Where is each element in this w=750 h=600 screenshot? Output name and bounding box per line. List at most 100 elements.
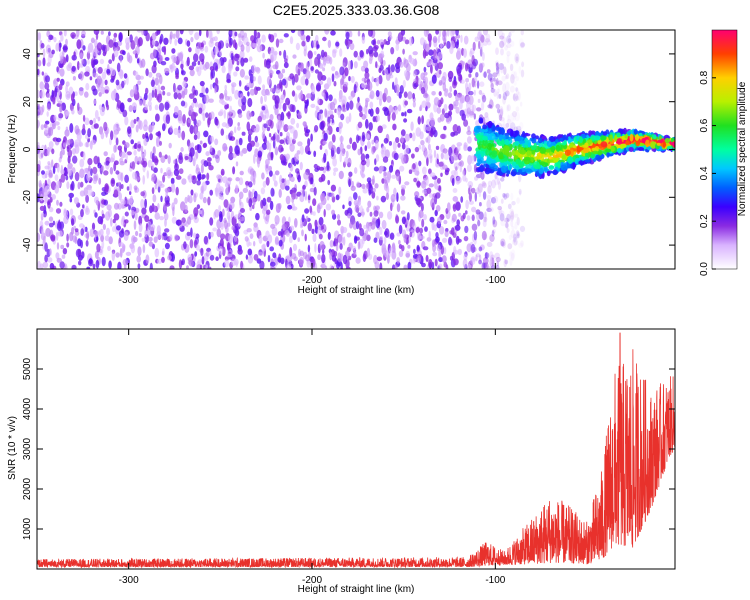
spectrogram-cell <box>210 135 215 143</box>
spectrogram-cell <box>500 48 504 56</box>
spectrogram-cell <box>401 187 405 196</box>
spectrogram-cell <box>154 247 160 258</box>
spectrogram-cell <box>268 33 272 40</box>
spectrogram-cell <box>504 45 508 51</box>
spectrogram-signal-cell <box>481 128 488 133</box>
spectrogram-cell <box>379 98 382 107</box>
spectrogram-cell <box>381 243 387 253</box>
spectrogram-cell <box>477 219 481 227</box>
spectrogram-cell <box>369 211 373 217</box>
spectrogram-cell <box>283 137 286 145</box>
spectrogram-cell <box>299 145 304 155</box>
spectrogram-cell <box>323 209 326 218</box>
spectrogram-cell <box>307 138 311 147</box>
spectrogram-cell <box>471 54 475 65</box>
spectrogram-cell <box>200 247 204 257</box>
spectrogram-cell <box>515 87 519 97</box>
spectrogram-cell <box>344 67 349 77</box>
spectrogram-cell <box>171 183 176 193</box>
spectrogram-cell <box>415 227 421 234</box>
spectrogram-cell <box>205 87 209 94</box>
spectrogram-signal-cell <box>592 150 599 155</box>
spectrogram-cell <box>162 174 166 183</box>
spectrogram-cell <box>487 180 493 187</box>
spectrogram-cell <box>519 122 524 130</box>
spectrogram-cell <box>92 72 98 78</box>
spectrogram-cell <box>187 118 192 124</box>
spectrogram-cell <box>311 85 316 95</box>
spectrogram-cell <box>297 174 302 183</box>
spectrogram-cell <box>462 258 468 269</box>
spectrogram-cell <box>431 239 436 247</box>
spectrogram-cell <box>216 228 222 238</box>
spectrogram-cell <box>363 224 367 230</box>
spectrogram-cell <box>504 217 510 223</box>
spectrogram-cell <box>69 123 74 133</box>
spectrogram-cell <box>307 222 312 232</box>
spectrogram-cell <box>412 163 416 170</box>
spectrogram-cell <box>348 60 351 71</box>
spectrogram-cell <box>76 39 82 50</box>
spectrogram-cell <box>335 126 340 133</box>
spectrogram-cell <box>446 30 450 37</box>
spectrogram-cell <box>390 47 395 55</box>
spectrogram-cell <box>234 126 237 134</box>
spectrogram-cell <box>244 236 249 242</box>
spectrogram-cell <box>516 231 520 237</box>
spectrogram-cell <box>369 101 374 109</box>
spectrogram-cell <box>253 30 257 38</box>
spectrogram-cell <box>289 73 295 80</box>
spectrogram-cell <box>368 122 373 131</box>
spectrogram-cell <box>274 215 280 225</box>
spectrogram-cell <box>281 78 287 86</box>
spectrogram-cell <box>456 68 461 76</box>
spectrogram-cell <box>239 50 245 60</box>
spectrogram-cell <box>497 67 501 77</box>
spectrogram-cell <box>134 211 138 221</box>
spectrogram-cell <box>449 30 455 38</box>
spectrogram-cell <box>430 64 433 74</box>
spectrogram-signal-cell <box>645 139 650 148</box>
spectrogram-cell <box>142 175 145 185</box>
spectrogram-cell <box>222 208 225 217</box>
spectrogram-cell <box>498 93 502 99</box>
spectrogram-cell <box>502 92 507 101</box>
spectrogram-cell <box>78 87 84 96</box>
spectrogram-signal-cell <box>584 152 589 158</box>
spectrogram-cell <box>108 59 113 64</box>
spectrogram-cell <box>329 101 336 111</box>
spectrogram-cell <box>215 118 219 126</box>
spectrogram-cell <box>102 223 106 230</box>
spectrogram-cell <box>397 142 401 148</box>
spectrogram-signal-cell <box>480 150 484 157</box>
spectrogram-cell <box>336 214 341 220</box>
spectrogram-cell <box>129 183 132 192</box>
spectrogram-cell <box>326 191 330 201</box>
spectrogram-signal-cell <box>548 165 555 170</box>
spectrogram-cell <box>294 218 298 228</box>
spectrogram-cell <box>424 76 429 86</box>
spectrogram-cell <box>452 196 459 202</box>
spectrogram-cell <box>84 142 90 148</box>
spectrogram-cell <box>479 202 482 207</box>
spectrogram-x-tick-label: -200 <box>302 275 322 286</box>
spectrogram-cell <box>84 117 90 126</box>
spectrogram-cell <box>387 211 393 220</box>
spectrogram-cell <box>520 42 526 48</box>
spectrogram-cell <box>499 35 505 40</box>
spectrogram-cell <box>486 207 492 212</box>
spectrogram-cell <box>79 181 84 188</box>
spectrogram-signal-cell <box>656 142 661 146</box>
spectrogram-cell <box>63 209 68 218</box>
spectrogram-cell <box>479 33 484 42</box>
spectrogram-cell <box>482 52 485 61</box>
spectrogram-cell <box>40 224 44 231</box>
spectrogram-cell <box>327 39 332 49</box>
spectrogram-cell <box>94 250 99 259</box>
spectrogram-cell <box>443 125 447 131</box>
spectrogram-cell <box>277 202 282 210</box>
spectrogram-cell <box>190 142 194 149</box>
spectrogram-cell <box>449 85 453 93</box>
spectrogram-cell <box>431 74 437 84</box>
